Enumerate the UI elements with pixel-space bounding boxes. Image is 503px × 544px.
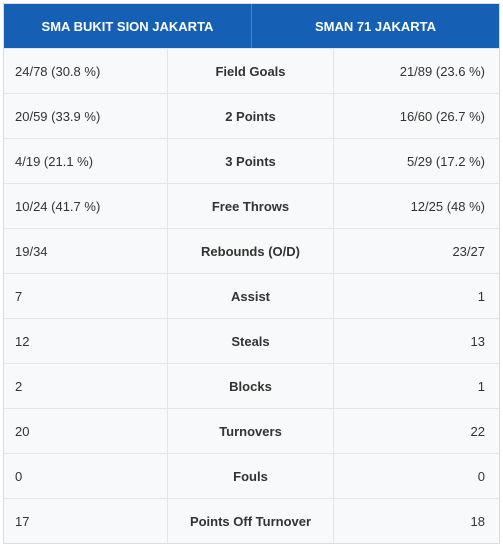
away-stat-value: 5/29 (17.2 %): [406, 153, 485, 169]
stat-label: Field Goals: [167, 49, 334, 93]
away-stat-value: 12/25 (48 %): [410, 198, 485, 214]
stat-label: Turnovers: [167, 409, 334, 453]
table-header: SMA BUKIT SION JAKARTA SMAN 71 JAKARTA: [4, 4, 499, 48]
home-stat-value: 2: [15, 378, 23, 394]
stat-label: Rebounds (O/D): [167, 229, 334, 273]
home-stat-value: 17: [15, 513, 30, 529]
stat-label: Steals: [167, 319, 334, 363]
stat-label: Points Off Turnover: [167, 499, 334, 543]
table-row: 4/19 (21.1 %) 3 Points 5/29 (17.2 %): [4, 138, 499, 183]
table-row: 20 Turnovers 22: [4, 408, 499, 453]
table-row: 10/24 (41.7 %) Free Throws 12/25 (48 %): [4, 183, 499, 228]
table-row: 19/34 Rebounds (O/D) 23/27: [4, 228, 499, 273]
away-stat-value: 21/89 (23.6 %): [399, 63, 485, 79]
home-stat-value: 24/78 (30.8 %): [15, 63, 101, 79]
table-row: 17 Points Off Turnover 18: [4, 498, 499, 543]
home-stat-value: 19/34: [15, 243, 48, 259]
stat-label: Blocks: [167, 364, 334, 408]
home-stat-value: 7: [15, 288, 23, 304]
home-stat-value: 20: [15, 423, 30, 439]
stat-label: Assist: [167, 274, 334, 318]
home-team-name: SMA BUKIT SION JAKARTA: [41, 18, 214, 34]
away-stat-value: 22: [470, 423, 485, 439]
stat-label: Fouls: [167, 454, 334, 498]
home-stat-value: 20/59 (33.9 %): [15, 108, 101, 124]
away-stat-value: 16/60 (26.7 %): [399, 108, 485, 124]
stat-label: Free Throws: [167, 184, 334, 228]
table-row: 2 Blocks 1: [4, 363, 499, 408]
away-team-name: SMAN 71 JAKARTA: [251, 4, 499, 48]
away-stat-value: 23/27: [452, 243, 485, 259]
stat-label: 2 Points: [167, 94, 334, 138]
away-stat-value: 0: [477, 468, 485, 484]
home-stat-value: 0: [15, 468, 23, 484]
table-row: 24/78 (30.8 %) Field Goals 21/89 (23.6 %…: [4, 48, 499, 93]
table-row: 20/59 (33.9 %) 2 Points 16/60 (26.7 %): [4, 93, 499, 138]
table-row: 0 Fouls 0: [4, 453, 499, 498]
stat-label: 3 Points: [167, 139, 334, 183]
table-row: 7 Assist 1: [4, 273, 499, 318]
away-stat-value: 1: [477, 378, 485, 394]
table-row: 12 Steals 13: [4, 318, 499, 363]
home-stat-value: 10/24 (41.7 %): [15, 198, 101, 214]
home-stat-value: 4/19 (21.1 %): [15, 153, 94, 169]
home-stat-value: 12: [15, 333, 30, 349]
away-stat-value: 18: [470, 513, 485, 529]
away-stat-value: 1: [477, 288, 485, 304]
away-stat-value: 13: [470, 333, 485, 349]
team-stats-table: SMA BUKIT SION JAKARTA SMAN 71 JAKARTA 2…: [3, 3, 500, 544]
